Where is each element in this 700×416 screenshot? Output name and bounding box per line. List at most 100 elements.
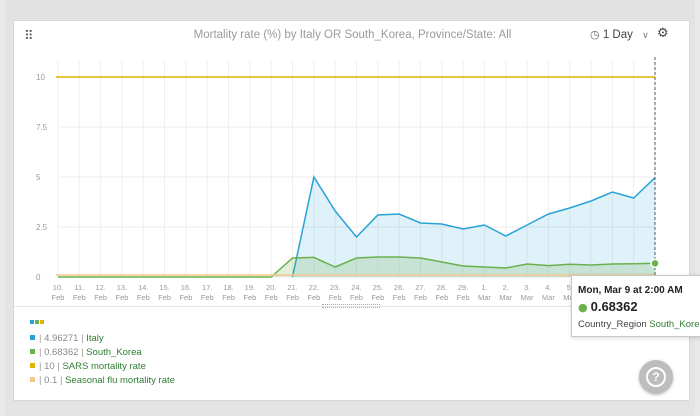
x-tick-month: Feb (307, 293, 320, 302)
clock-icon: ◷ (590, 28, 600, 41)
x-tick-month: Feb (393, 293, 406, 302)
legend-toggle-swatch (40, 320, 44, 324)
chart-panel: ⠿ Mortality rate (%) by Italy OR South_K… (13, 20, 691, 401)
x-tick-day: 29. (458, 283, 468, 292)
x-tick-day: 12. (95, 283, 105, 292)
tooltip-dot-icon: ● (578, 301, 588, 314)
x-tick-month: Feb (201, 293, 214, 302)
x-tick-day: 4. (545, 283, 551, 292)
chart-title: Mortality rate (%) by Italy OR South_Kor… (193, 29, 512, 41)
x-tick-month: Mar (478, 293, 491, 302)
x-tick-month: Mar (563, 293, 576, 302)
interval-label: 1 Day (602, 29, 633, 41)
x-tick-day: 23. (330, 283, 340, 292)
legend-swatch (30, 349, 35, 354)
x-tick-day: 19. (245, 283, 255, 292)
x-tick-day: 14. (138, 283, 148, 292)
x-tick-day: 13. (117, 283, 127, 292)
top-strip (5, 0, 695, 20)
hover-point-south-korea (650, 258, 660, 269)
y-tick-label: 5 (36, 173, 41, 182)
x-tick-day: 25. (373, 283, 383, 292)
x-tick-day: 20. (266, 283, 276, 292)
legend-toggle-swatch (35, 320, 39, 324)
y-tick-label: 2.5 (36, 223, 48, 232)
legend-value: 0.1 (44, 375, 58, 386)
x-tick-day: 11. (74, 283, 84, 292)
x-tick-month: Feb (52, 293, 65, 302)
y-tick-label: 0 (36, 273, 41, 282)
series-layer (56, 76, 656, 278)
app-frame: ⠿ Mortality rate (%) by Italy OR South_K… (5, 0, 700, 416)
x-axis: 10.Feb11.Feb12.Feb13.Feb14.Feb15.Feb16.F… (52, 283, 662, 302)
tooltip-value: 0.68362 (590, 299, 638, 314)
legend-label: Italy (86, 333, 104, 344)
x-tick-day: 26. (394, 283, 404, 292)
x-tick-day: 24. (351, 283, 361, 292)
series-line-italy (291, 175, 656, 278)
tooltip-meta-value: South_Kore (649, 319, 700, 330)
x-tick-day: 1. (481, 283, 487, 292)
x-tick-month: Feb (265, 293, 278, 302)
panel-header: ⠿ Mortality rate (%) by Italy OR South_K… (14, 21, 691, 49)
chevron-down-icon: ∨ (642, 31, 649, 41)
x-tick-month: Feb (137, 293, 150, 302)
legend-value: 4.96271 (44, 333, 79, 344)
x-tick-day: 2. (503, 283, 509, 292)
chart-tooltip: Mon, Mar 9 at 2:00 AM ● 0.68362 Country_R… (571, 275, 700, 337)
x-tick-day: 3. (524, 283, 530, 292)
series-area-south-korea (58, 257, 655, 277)
x-tick-month: Feb (371, 293, 384, 302)
legend-item-sars[interactable]: | 10 | SARS mortality rate (30, 361, 175, 375)
x-tick-day: 21. (287, 283, 297, 292)
x-tick-day: 17. (202, 283, 212, 292)
tooltip-meta-label: Country_Region (578, 319, 647, 330)
x-tick-day: 18. (223, 283, 233, 292)
y-tick-label: 7.5 (36, 123, 48, 132)
help-icon: ? (646, 367, 666, 387)
legend-value: 0.68362 (44, 347, 79, 358)
help-button[interactable]: ? (639, 360, 673, 394)
legend-toggle-icon[interactable] (30, 320, 44, 324)
legend-swatch (30, 335, 35, 340)
tooltip-meta: Country_Region South_Kore (578, 319, 699, 330)
x-tick-month: Mar (499, 293, 512, 302)
series-line-south-korea (58, 256, 656, 278)
x-tick-day: 5. (567, 283, 573, 292)
legend-item-south-korea[interactable]: | 0.68362 | South_Korea (30, 347, 175, 361)
legend-label: SARS mortality rate (62, 361, 146, 372)
legend: | 4.96271 | Italy | 0.68362 | South_Kore… (30, 333, 175, 389)
x-tick-month: Mar (542, 293, 555, 302)
tooltip-date: Mon, Mar 9 at 2:00 AM (578, 285, 683, 296)
resize-grip[interactable] (322, 304, 380, 308)
x-tick-month: Feb (329, 293, 342, 302)
x-tick-month: Feb (158, 293, 171, 302)
marks-layer (650, 57, 660, 277)
gear-icon[interactable]: ⚙ (657, 26, 669, 41)
tooltip-value-row: ● 0.68362 (578, 299, 638, 314)
x-tick-day: 16. (181, 283, 191, 292)
x-tick-month: Feb (414, 293, 427, 302)
mortality-chart[interactable]: 02.557.510 10.Feb11.Feb12.Feb13.Feb14.Fe… (14, 49, 691, 305)
x-tick-month: Mar (521, 293, 534, 302)
x-tick-month: Feb (73, 293, 86, 302)
interval-selector[interactable]: ◷ 1 Day ∨ (590, 28, 649, 41)
legend-item-seasonal-flu[interactable]: | 0.1 | Seasonal flu mortality rate (30, 375, 175, 389)
legend-value: 10 (44, 361, 55, 372)
y-axis: 0 2.5 5 7.5 10 (36, 73, 48, 282)
legend-item-italy[interactable]: | 4.96271 | Italy (30, 333, 175, 347)
y-tick-label: 10 (36, 73, 45, 82)
x-tick-day: 22. (309, 283, 319, 292)
x-tick-month: Feb (115, 293, 128, 302)
legend-swatch (30, 363, 35, 368)
drag-handle-icon[interactable]: ⠿ (24, 29, 33, 44)
x-tick-month: Feb (286, 293, 299, 302)
x-tick-month: Feb (94, 293, 107, 302)
x-tick-day: 15. (159, 283, 169, 292)
legend-label: South_Korea (86, 347, 142, 358)
x-tick-month: Feb (179, 293, 192, 302)
x-tick-month: Feb (222, 293, 235, 302)
legend-swatch (30, 377, 35, 382)
x-tick-month: Feb (435, 293, 448, 302)
x-tick-day: 27. (415, 283, 425, 292)
